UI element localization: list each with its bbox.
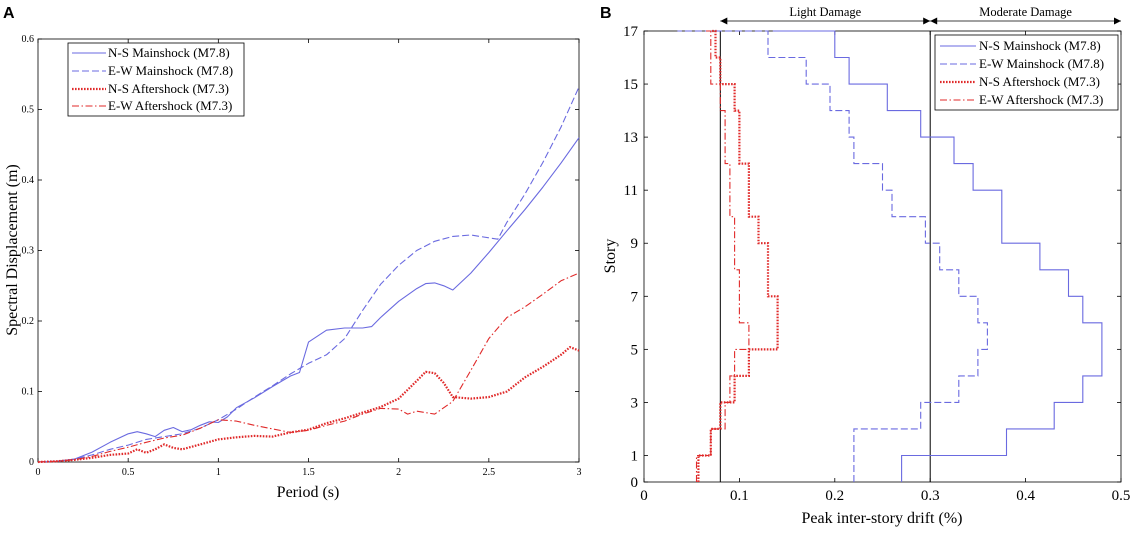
panel-a-y-axis-title: Spectral Displacement (m) [4,164,21,336]
panel-b-y-tick-label: 9 [631,236,639,252]
panel-b-letter: B [600,5,612,22]
panel-b-y-axis-title: Story [602,239,619,274]
panel-a-x-tick-label: 1.5 [302,467,315,478]
panel-b-y-tick-label: 5 [631,342,639,358]
legend-label-ew-aftershock-b: E-W Aftershock (M7.3) [979,92,1103,107]
panel-b-damage-thresholds [719,31,931,482]
legend-label-ns-mainshock-b: N-S Mainshock (M7.8) [979,38,1101,53]
panel-b-y-tick-label: 7 [631,289,639,305]
panel-a-series-line-3 [37,272,580,463]
panel-b-y-tick-label: 15 [623,77,638,93]
panel-a-y-tick-label: 0.6 [22,34,35,45]
panel-b-series [677,29,1103,482]
damage-arrowhead [923,17,931,25]
panel-b-y-tick-label: 17 [623,24,639,40]
damage-arrowhead [1114,17,1121,25]
panel-b-x-tick-label: 0.2 [825,488,844,504]
panel-a-ticks: 0 0.5 1 1.5 2 2.5 3 0 0.1 0.2 0.3 0.4 0.5 0.6 [22,34,582,478]
panel-b-y-tick-label: 13 [623,130,638,146]
panel-b-x-tick-label: 0 [640,488,648,504]
panel-b-x-tick-label: 0.1 [730,488,749,504]
panel-a-y-tick-label: 0 [29,457,34,468]
panel-a-x-tick-label: 3 [577,467,582,478]
panel-b-series-profile-1 [677,30,988,482]
legend-label-ew-mainshock-b: E-W Mainshock (M7.8) [979,56,1104,71]
panel-b-x-axis-title: Peak inter-story drift (%) [802,510,963,527]
panel-a-x-tick-label: 2.5 [483,467,496,478]
legend-label-ew-mainshock: E-W Mainshock (M7.8) [108,63,233,78]
moderate-damage-label: Moderate Damage [979,5,1072,19]
panel-b-y-tick-label: 0 [631,475,639,491]
panel-b-series-profile-0 [772,30,1103,482]
panel-b-legend: N-S Mainshock (M7.8) E-W Mainshock (M7.8… [934,34,1119,111]
panel-a-x-axis-title: Period (s) [277,484,340,501]
light-damage-label: Light Damage [789,5,861,19]
panel-b-legend-box [934,34,1119,111]
panel-b-series-profile-2 [697,29,779,482]
panel-a-x-tick-label: 0 [36,467,41,478]
damage-arrowheads [720,17,1121,25]
panel-a-y-tick-label: 0.5 [22,105,35,116]
panel-a-series-line-0 [37,137,580,463]
panel-a-y-tick-label: 0.3 [22,246,35,257]
panel-b-series-profile-3 [695,30,750,482]
panel-a-series-line-1 [37,86,580,463]
panel-a-legend-box [67,42,245,117]
panel-a-series-line-2 [37,346,580,464]
panel-a: A 0 0.5 1 1.5 2 2.5 3 0 0.1 0.2 0.3 0.4 0.5 0.6 N-S M… [3,5,582,501]
panel-b-x-tick-label: 0.3 [921,488,940,504]
panel-a-x-tick-label: 2 [396,467,401,478]
panel-a-letter: A [3,5,15,22]
panel-b-y-tick-label: 1 [631,448,639,464]
panel-a-x-tick-label: 1 [216,467,221,478]
panel-a-legend: N-S Mainshock (M7.8) E-W Mainshock (M7.8… [67,42,245,117]
panel-a-series [37,86,580,464]
panel-b-x-tick-label: 0.5 [1112,488,1131,504]
legend-label-ns-mainshock: N-S Mainshock (M7.8) [108,45,230,60]
damage-arrowhead [930,17,938,25]
legend-label-ns-aftershock-b: N-S Aftershock (M7.3) [979,74,1100,89]
panel-a-x-tick-label: 0.5 [122,467,135,478]
panel-b-axes-box [643,30,1122,483]
panel-a-y-tick-label: 0.1 [22,387,35,398]
panel-b-damage-annotations: Light Damage Moderate Damage [720,5,1121,25]
legend-label-ns-aftershock: N-S Aftershock (M7.3) [108,81,229,96]
panel-a-y-tick-label: 0.4 [22,175,35,186]
damage-arrowhead [720,17,728,25]
panel-b-y-tick-label: 3 [631,395,639,411]
legend-label-ew-aftershock: E-W Aftershock (M7.3) [108,98,232,113]
panel-b-y-tick-label: 11 [624,183,638,199]
panel-a-y-tick-label: 0.2 [22,316,35,327]
panel-b-x-tick-label: 0.4 [1016,488,1035,504]
